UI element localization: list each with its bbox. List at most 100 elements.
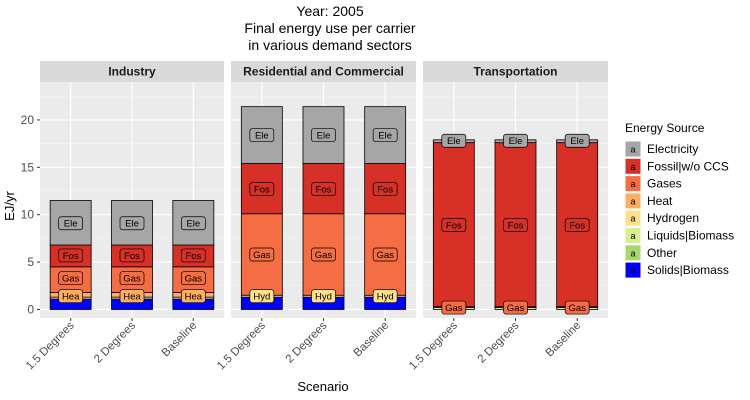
segment-label-text: Hea xyxy=(123,292,141,303)
segment-label-text: Fos xyxy=(508,221,524,232)
segment-label-fossil-w-o-ccs: Fos xyxy=(441,218,467,232)
legend-key-glyph: a xyxy=(630,196,635,206)
facet-strip xyxy=(231,61,416,82)
legend-item-liquids-biomass: a Liquids|Biomass xyxy=(624,227,734,244)
segment-label-text: Ele xyxy=(570,136,584,147)
segment-label-box xyxy=(119,289,145,304)
legend-key xyxy=(624,227,642,244)
legend-label: Solids|Biomass xyxy=(647,263,729,277)
segment-label-fossil-w-o-ccs: Fos xyxy=(564,218,590,232)
segment-label-text: Gas xyxy=(507,303,525,314)
segment-label-box xyxy=(180,248,206,263)
segment-label-box xyxy=(119,216,145,231)
facet-industry: Industry Hea Gas Fos Ele Hea Gas Fos Ele Hea Gas Fo… xyxy=(24,61,224,372)
segment-label-text: Fos xyxy=(316,185,332,196)
segment-label-hydrogen: Hyd xyxy=(249,289,275,304)
legend-label: Liquids|Biomass xyxy=(647,229,734,243)
segment-label-electricity: Ele xyxy=(58,216,84,231)
x-tick-label: 2 Degrees xyxy=(284,319,330,365)
legend-label: Hydrogen xyxy=(647,211,699,225)
segment-label-box xyxy=(311,128,336,142)
segment-label-text: Ele xyxy=(186,219,200,230)
segment-label-box xyxy=(372,182,398,196)
legend-key-glyph: a xyxy=(630,214,635,224)
bar-1-5-degrees: Hyd Gas Fos Ele xyxy=(240,106,283,310)
segment-label-text: Hyd xyxy=(315,292,332,303)
segment-label-fossil-w-o-ccs: Fos xyxy=(180,248,206,263)
segment-label-box xyxy=(503,133,528,148)
facet-strip xyxy=(423,61,608,82)
legend-key-glyph: a xyxy=(630,179,635,189)
legend-item-electricity: a Electricity xyxy=(624,140,698,158)
facet-strip-label: Industry xyxy=(108,65,156,79)
chart-title-line-1: Year: 2005 xyxy=(296,3,363,19)
segment-label-text: Gas xyxy=(123,274,141,285)
x-axis-title: Scenario xyxy=(297,379,348,394)
y-axis-title: EJ/yr xyxy=(2,191,17,221)
legend-key xyxy=(624,261,642,279)
segment-label-text: Gas xyxy=(253,250,271,261)
bar-2-degrees: Hyd Gas Fos Ele xyxy=(302,106,345,310)
bar-1-5-degrees: Gas Fos Ele xyxy=(432,133,475,315)
segment-label-box xyxy=(58,248,84,263)
legend: Energy Source a Electricity a Fossil|w/o CC… xyxy=(624,121,734,279)
segment-label-heat: Hea xyxy=(119,289,145,304)
segment-label-box xyxy=(58,289,84,304)
segment-label-box xyxy=(503,300,528,315)
y-tick-label: 15 xyxy=(21,160,35,174)
segment-label-gases: Gas xyxy=(311,247,336,262)
facet-strip-label: Residential and Commercial xyxy=(243,65,404,79)
segment-label-box xyxy=(311,289,336,304)
segment-label-gases: Gas xyxy=(249,247,275,262)
segment-label-box xyxy=(58,216,84,231)
chart-title: Year: 2005 Final energy use per carrier … xyxy=(244,3,416,53)
segment-label-electricity: Ele xyxy=(564,133,590,148)
y-axis: 0 5 10 15 20 xyxy=(21,113,40,316)
bar-baseline: Hyd Gas Fos Ele xyxy=(364,106,407,310)
bar-2-degrees: Gas Fos Ele xyxy=(494,133,537,315)
chart-title-line-2: Final energy use per carrier xyxy=(244,20,416,36)
legend-label: Heat xyxy=(647,194,673,208)
segment-label-box xyxy=(249,247,275,262)
segment-label-box xyxy=(180,271,206,286)
legend-key xyxy=(624,157,642,175)
segment-label-gases: Gas xyxy=(180,271,206,286)
segment-label-gases: Gas xyxy=(58,271,84,286)
segment-label-text: Fos xyxy=(377,185,393,196)
segment-label-heat: Hea xyxy=(180,289,206,304)
x-tick-label: 1.5 Degrees xyxy=(24,319,77,372)
segment-label-electricity: Ele xyxy=(249,128,275,142)
segment-label-text: Fos xyxy=(446,221,462,232)
x-tick-label: 2 Degrees xyxy=(92,319,138,365)
y-tick-label: 0 xyxy=(27,302,34,316)
legend-key-glyph: a xyxy=(630,248,635,258)
segment-label-box xyxy=(372,128,398,142)
legend-item-solids-biomass: a Solids|Biomass xyxy=(624,261,729,279)
bar-baseline: Hea Gas Fos Ele xyxy=(172,200,215,310)
segment-label-box xyxy=(58,271,84,286)
segment-label-text: Hyd xyxy=(377,292,394,303)
segment-label-text: Fos xyxy=(124,251,140,262)
segment-label-fossil-w-o-ccs: Fos xyxy=(372,182,398,196)
segment-label-fossil-w-o-ccs: Fos xyxy=(119,248,145,263)
segment-label-gases: Gas xyxy=(503,300,528,315)
legend-item-gases: a Gases xyxy=(624,175,682,193)
segment-label-fossil-w-o-ccs: Fos xyxy=(58,248,84,263)
legend-label: Fossil|w/o CCS xyxy=(647,159,729,173)
segment-label-box xyxy=(564,133,590,148)
segment-label-text: Ele xyxy=(378,130,392,141)
segment-label-box xyxy=(564,300,590,315)
segment-label-box xyxy=(372,289,398,304)
segment-label-text: Ele xyxy=(509,136,523,147)
segment-label-text: Fos xyxy=(185,251,201,262)
segment-label-text: Gas xyxy=(185,274,203,285)
legend-key xyxy=(624,175,642,193)
y-tick-label: 20 xyxy=(21,113,35,127)
segment-label-box xyxy=(119,271,145,286)
segment-label-box xyxy=(180,289,206,304)
segment-label-hydrogen: Hyd xyxy=(311,289,336,304)
legend-label: Other xyxy=(647,246,677,260)
legend-label: Gases xyxy=(647,177,682,191)
chart-title-line-3: in various demand sectors xyxy=(248,37,411,53)
legend-item-fossil-w-o-ccs: a Fossil|w/o CCS xyxy=(624,157,729,175)
